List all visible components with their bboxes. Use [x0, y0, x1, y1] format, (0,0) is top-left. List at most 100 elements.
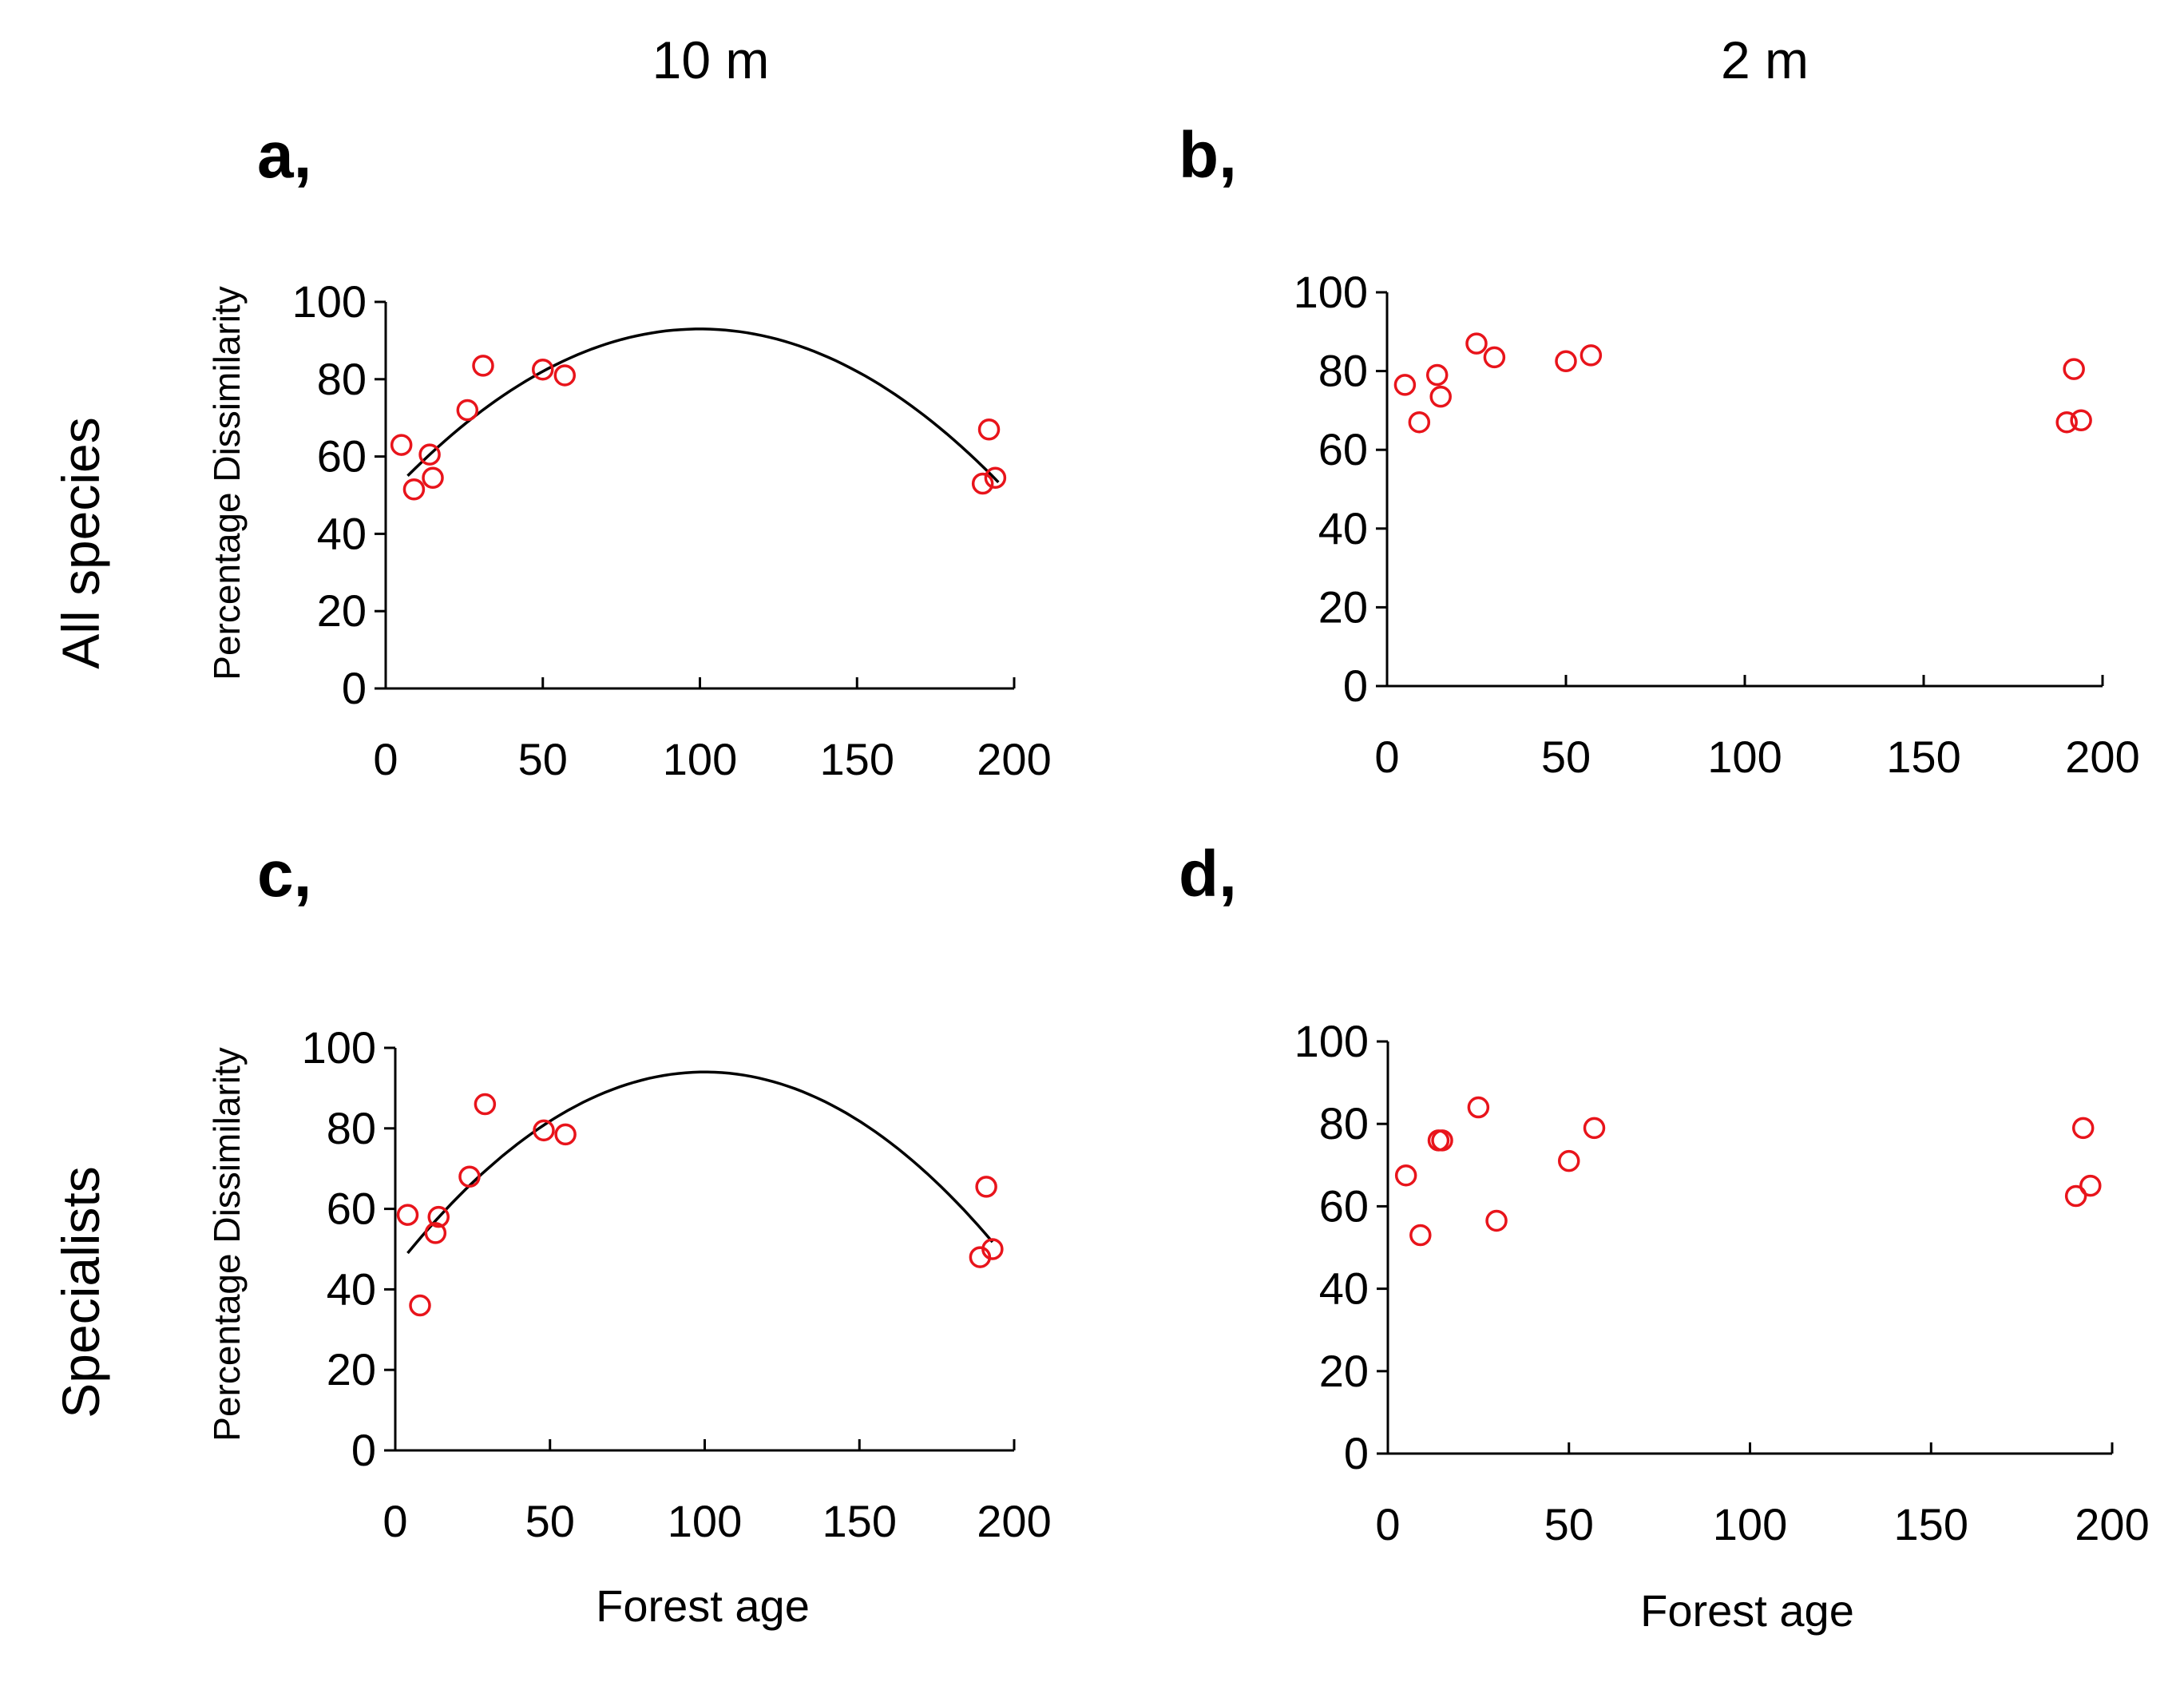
y-tick-label-c: 0	[351, 1425, 376, 1475]
data-point-a	[971, 472, 994, 495]
data-point-b	[1425, 363, 1449, 387]
data-point-a	[422, 466, 444, 489]
data-point-b	[2055, 411, 2078, 434]
axes-a: 0 20 40 60 80 100 0 50 100 150 200	[292, 276, 1052, 784]
y-tick-label-c: 20	[327, 1344, 376, 1394]
data-point-d	[1394, 1164, 1417, 1187]
axes-b: 0 20 40 60 80 100 0 50 100 150 200	[1294, 267, 2140, 782]
y-tick-label-b: 40	[1318, 503, 1368, 553]
data-point-c	[554, 1123, 577, 1146]
data-point-a	[390, 434, 413, 456]
y-tick-label-b: 80	[1318, 346, 1368, 396]
axes-c: 0 20 40 60 80 100 0 50 100 150 200	[302, 1022, 1052, 1546]
panel-d: d, Forest age 0 20 40 60 80 100 0 50 100 150 200	[1179, 838, 2150, 1636]
panel-label-d: d,	[1179, 838, 1237, 910]
y-tick-label-d: 60	[1319, 1180, 1369, 1231]
data-point-c	[458, 1165, 481, 1188]
data-point-b	[1393, 374, 1417, 396]
y-tick-label-d: 40	[1319, 1263, 1369, 1314]
y-tick-label-c: 80	[327, 1103, 376, 1153]
y-tick-label-b: 100	[1294, 267, 1368, 317]
data-point-a	[553, 364, 577, 387]
x-tick-label-b: 0	[1374, 732, 1399, 782]
y-tick-label-a: 0	[342, 663, 367, 713]
y-tick-label-b: 0	[1343, 661, 1368, 711]
data-point-b	[1429, 385, 1452, 408]
data-point-c	[424, 1222, 447, 1244]
data-point-d	[1467, 1096, 1490, 1119]
data-point-c	[975, 1176, 997, 1198]
y-axis-label-c: Percentage Dissimilarity	[206, 1047, 248, 1441]
data-point-a	[984, 466, 1007, 489]
x-tick-label-a: 100	[663, 734, 737, 784]
x-tick-label-b: 150	[1886, 732, 1960, 782]
x-tick-label-d: 150	[1894, 1499, 1968, 1549]
x-tick-label-d: 200	[2075, 1499, 2149, 1549]
data-point-b	[1465, 332, 1488, 355]
y-tick-label-c: 60	[327, 1184, 376, 1234]
y-tick-label-a: 80	[317, 354, 367, 404]
x-tick-label-c: 150	[822, 1496, 897, 1546]
data-point-d	[1558, 1149, 1580, 1172]
data-point-c	[396, 1204, 419, 1226]
data-point-d	[1485, 1209, 1508, 1232]
y-tick-label-a: 100	[292, 276, 367, 327]
y-tick-label-a: 40	[317, 508, 367, 558]
fit-layer-a	[406, 327, 1000, 484]
x-tick-label-c: 200	[977, 1496, 1051, 1546]
data-point-c	[533, 1119, 555, 1142]
x-tick-label-c: 0	[382, 1496, 407, 1546]
x-tick-label-a: 50	[518, 734, 568, 784]
data-point-c	[409, 1294, 431, 1317]
y-tick-label-c: 40	[327, 1263, 376, 1314]
panel-b: b, 0 20 40 60 80 100 0 50 100 150 200	[1179, 119, 2140, 782]
x-axis-label-c: Forest age	[596, 1581, 810, 1631]
data-point-b	[2070, 409, 2092, 431]
x-tick-label-d: 100	[1713, 1499, 1787, 1549]
data-point-a	[977, 418, 1001, 441]
x-tick-label-a: 150	[820, 734, 894, 784]
x-tick-label-c: 50	[525, 1496, 575, 1546]
x-axis-label-d: Forest age	[1640, 1585, 1854, 1636]
data-point-b	[2063, 358, 2085, 380]
column-header-left: 10 m	[652, 30, 770, 89]
y-tick-label-d: 80	[1319, 1098, 1369, 1148]
data-point-c	[474, 1093, 497, 1116]
data-point-b	[1483, 346, 1506, 369]
x-tick-label-c: 100	[668, 1496, 742, 1546]
data-point-b	[1555, 350, 1577, 373]
fit-curve-c	[406, 1070, 994, 1255]
y-tick-label-a: 60	[317, 431, 367, 482]
panel-a: a, Percentage Dissimilarity 0 20 40 60 80 100…	[206, 119, 1052, 784]
y-tick-label-a: 20	[317, 585, 367, 636]
x-tick-label-b: 100	[1707, 732, 1782, 782]
point-layer-a	[390, 355, 1007, 501]
panel-c: c, Percentage Dissimilarity Forest age 0…	[206, 838, 1052, 1631]
data-point-d	[1431, 1129, 1453, 1152]
x-tick-label-b: 200	[2065, 732, 2139, 782]
y-axis-label-a: Percentage Dissimilarity	[206, 286, 248, 680]
fit-curve-a	[406, 327, 1000, 484]
x-tick-label-d: 50	[1544, 1499, 1594, 1549]
row-header-bottom: Specialists	[51, 1166, 110, 1418]
panel-label-a: a,	[257, 119, 311, 192]
x-tick-label-b: 50	[1541, 732, 1591, 782]
panel-label-b: b,	[1179, 119, 1237, 192]
y-tick-label-b: 60	[1318, 424, 1368, 474]
data-point-c	[981, 1238, 1004, 1260]
y-tick-label-c: 100	[302, 1022, 376, 1073]
fit-layer-c	[406, 1070, 994, 1255]
data-point-d	[2064, 1184, 2087, 1208]
x-tick-label-d: 0	[1375, 1499, 1400, 1549]
y-tick-label-b: 20	[1318, 581, 1368, 632]
panel-label-c: c,	[257, 838, 311, 910]
column-header-right: 2 m	[1721, 30, 1809, 89]
data-point-c	[427, 1205, 450, 1228]
row-header-top: All species	[51, 417, 110, 668]
x-tick-label-a: 0	[373, 734, 398, 784]
axes-d: 0 20 40 60 80 100 0 50 100 150 200	[1294, 1016, 2150, 1549]
data-point-a	[472, 355, 494, 377]
data-point-d	[2071, 1117, 2095, 1140]
data-point-b	[1408, 411, 1431, 434]
